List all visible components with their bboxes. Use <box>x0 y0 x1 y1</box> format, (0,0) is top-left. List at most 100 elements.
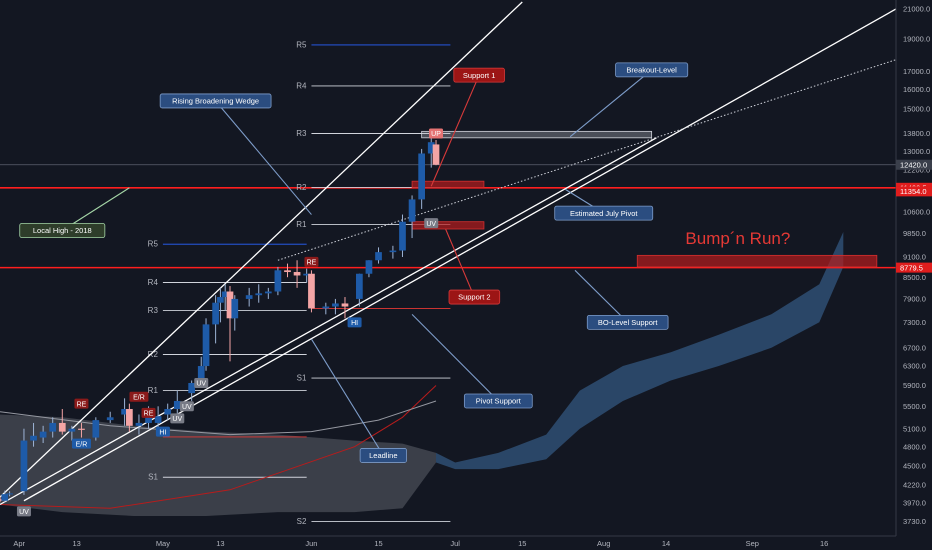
candlesticks <box>0 133 440 503</box>
time-tick-10: Sep <box>746 539 759 548</box>
candle-body-7 <box>58 422 66 432</box>
price-label-box-2 <box>896 186 932 197</box>
price-tick-4: 15000.0 <box>903 104 930 113</box>
candle-body-35 <box>322 306 330 309</box>
big-text-label: Bump´n Run? <box>685 229 790 248</box>
signal-marker-6 <box>170 413 185 424</box>
price-tick-2: 17000.0 <box>903 67 930 76</box>
candle-body-42 <box>399 221 406 251</box>
trendlines <box>0 1 897 506</box>
signal-marker-3 <box>129 391 149 402</box>
candle-body-27 <box>245 295 253 299</box>
annotation-leader-5 <box>445 228 475 298</box>
candle-body-3 <box>20 440 28 492</box>
time-axis[interactable]: Apr 13 May 13 Jun 15 Jul 15 Aug 14 Sep 16 <box>13 539 828 548</box>
candle-body-18 <box>173 400 181 410</box>
signal-marker-2 <box>74 398 89 409</box>
zone-1 <box>411 180 485 188</box>
candle-body-22 <box>212 302 219 325</box>
moving-average-1 <box>0 400 437 436</box>
annotation-text-1: Local High - 2018 <box>33 226 92 235</box>
signal-marker-label-9: RE <box>307 260 317 267</box>
price-tick-10: 9100.0 <box>903 253 926 262</box>
annotation-box-4 <box>554 205 654 221</box>
annotations: Rising Broadening Wedge Local High - 2018… <box>19 62 689 463</box>
signal-marker-8 <box>194 377 209 388</box>
annotation-text-7: Pivot Support <box>476 397 522 406</box>
price-label-box-3 <box>896 262 932 273</box>
moving-averages <box>0 385 437 509</box>
signal-marker-0 <box>16 506 31 517</box>
annotation-box-0 <box>159 93 272 109</box>
candle-body-19 <box>188 382 196 394</box>
price-axis[interactable]: 21000.0 19000.0 17000.0 16000.0 15000.0 13800… <box>903 5 930 527</box>
annotation-text-4: Estimated July Pivot <box>570 209 638 218</box>
candle-body-38 <box>356 273 363 299</box>
signal-marker-4 <box>141 407 156 418</box>
annotation-leader-7 <box>411 313 499 402</box>
signal-marker-10 <box>347 317 362 328</box>
candle-body-29 <box>264 291 272 294</box>
signal-marker-label-0: UV <box>19 509 29 516</box>
annotation-box-6 <box>586 314 669 330</box>
candle-body-26 <box>231 298 239 319</box>
pivot-label-jun-6: S1 <box>297 374 307 383</box>
price-tick-18: 5100.0 <box>903 424 926 433</box>
annotation-leader-0 <box>215 100 312 215</box>
price-tick-3: 16000.0 <box>903 85 930 94</box>
price-label-box-0 <box>896 159 932 170</box>
candle-body-8 <box>68 428 76 432</box>
signal-marker-label-12: UP <box>431 131 441 138</box>
zone-0 <box>421 130 653 139</box>
candle-body-5 <box>39 431 47 438</box>
zone-2 <box>411 221 485 230</box>
zones <box>411 130 878 268</box>
candle-body-39 <box>365 260 373 274</box>
time-tick-0: Apr <box>13 539 25 548</box>
annotation-box-2 <box>453 67 505 83</box>
pivot-label-jun-7: S2 <box>297 517 307 526</box>
cloud-future <box>436 232 844 470</box>
price-tick-17: 5500.0 <box>903 402 926 411</box>
annotation-text-5: Support 2 <box>458 293 491 302</box>
annotation-box-1 <box>19 223 106 238</box>
zone-3 <box>636 254 878 268</box>
price-tick-13: 7300.0 <box>903 318 926 327</box>
signal-marker-label-3: E/R <box>133 394 145 401</box>
candle-body-6 <box>49 422 57 432</box>
pivot-label-may-4: R1 <box>148 386 159 395</box>
annotation-box-8 <box>359 448 407 463</box>
annotation-leader-8 <box>310 338 384 456</box>
price-tick-8: 10600.0 <box>903 207 930 216</box>
candle-body-10 <box>92 420 100 438</box>
candle-body-30 <box>274 270 282 292</box>
signal-marker-9 <box>304 256 319 267</box>
price-tick-21: 4220.0 <box>903 480 926 489</box>
signal-marker-label-10: HI <box>351 320 358 327</box>
annotation-box-5 <box>448 289 501 305</box>
price-tick-23: 3730.0 <box>903 517 926 526</box>
pivot-label-jun-0: R5 <box>296 40 307 49</box>
price-axis-background <box>896 0 932 550</box>
cloud-past <box>0 414 436 516</box>
signal-marker-label-11: UV <box>426 221 436 228</box>
signal-marker-5 <box>155 426 170 437</box>
candle-body-34 <box>308 273 315 309</box>
candle-body-41 <box>389 250 397 253</box>
signal-marker-12 <box>429 128 444 139</box>
price-tick-15: 6300.0 <box>903 362 926 371</box>
annotation-leader-6 <box>574 269 629 323</box>
candle-body-21 <box>202 324 210 367</box>
annotation-text-8: Leadline <box>369 451 397 460</box>
candle-body-14 <box>135 422 143 426</box>
candle-body-46 <box>432 144 440 165</box>
candle-body-25 <box>226 291 234 319</box>
pivot-label-may-6: S1 <box>148 473 158 482</box>
candle-body-32 <box>293 272 301 276</box>
pivot-label-may-2: R3 <box>148 306 159 315</box>
candle-body-20 <box>197 366 205 383</box>
signal-marker-1 <box>71 438 91 449</box>
